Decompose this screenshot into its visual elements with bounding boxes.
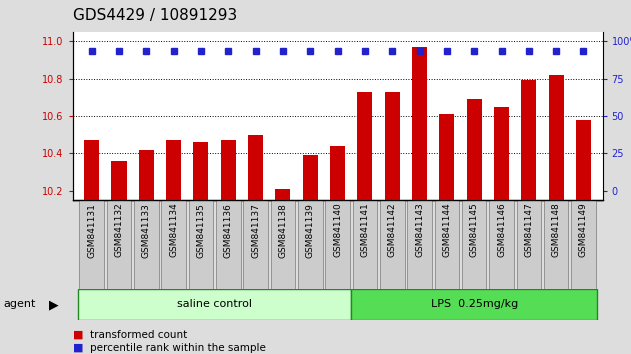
Bar xyxy=(517,200,541,289)
Text: ▶: ▶ xyxy=(49,298,58,311)
Text: GSM841140: GSM841140 xyxy=(333,202,342,257)
Text: saline control: saline control xyxy=(177,299,252,309)
Bar xyxy=(494,107,509,200)
Text: GSM841147: GSM841147 xyxy=(524,202,533,257)
Text: GSM841143: GSM841143 xyxy=(415,202,424,257)
Bar xyxy=(80,200,104,289)
Bar xyxy=(271,200,295,289)
Bar xyxy=(576,120,591,200)
Bar xyxy=(544,200,569,289)
Bar xyxy=(357,92,372,200)
Bar xyxy=(412,47,427,200)
Text: GSM841132: GSM841132 xyxy=(114,202,124,257)
Text: GSM841135: GSM841135 xyxy=(196,202,206,258)
Text: GSM841136: GSM841136 xyxy=(224,202,233,258)
Text: LPS  0.25mg/kg: LPS 0.25mg/kg xyxy=(430,299,518,309)
Bar xyxy=(134,200,158,289)
Bar xyxy=(248,135,263,200)
Bar xyxy=(571,200,596,289)
Bar xyxy=(139,150,154,200)
Bar xyxy=(244,200,268,289)
Text: ■: ■ xyxy=(73,330,83,339)
Text: GSM841144: GSM841144 xyxy=(442,202,451,257)
Bar xyxy=(435,200,459,289)
Text: transformed count: transformed count xyxy=(90,330,187,339)
Text: GSM841148: GSM841148 xyxy=(551,202,561,257)
Text: GSM841142: GSM841142 xyxy=(387,202,397,257)
Bar xyxy=(216,200,240,289)
Bar xyxy=(330,146,345,200)
Text: GDS4429 / 10891293: GDS4429 / 10891293 xyxy=(73,8,237,23)
Text: GSM841138: GSM841138 xyxy=(278,202,288,258)
Bar xyxy=(462,200,487,289)
Bar xyxy=(489,200,514,289)
Bar xyxy=(380,200,404,289)
Bar xyxy=(189,200,213,289)
Bar xyxy=(84,140,99,200)
Bar xyxy=(467,99,481,200)
Bar xyxy=(439,114,454,200)
Bar xyxy=(351,289,597,320)
Text: GSM841141: GSM841141 xyxy=(360,202,369,257)
Bar xyxy=(194,142,208,200)
Text: GSM841146: GSM841146 xyxy=(497,202,506,257)
Text: agent: agent xyxy=(3,299,35,309)
Bar xyxy=(275,189,290,200)
Bar xyxy=(326,200,350,289)
Bar xyxy=(298,200,322,289)
Text: GSM841139: GSM841139 xyxy=(306,202,315,258)
Bar xyxy=(221,140,236,200)
Bar xyxy=(353,200,377,289)
Bar xyxy=(407,200,432,289)
Text: GSM841149: GSM841149 xyxy=(579,202,588,257)
Text: GSM841137: GSM841137 xyxy=(251,202,260,258)
Bar xyxy=(112,161,127,200)
Text: GSM841134: GSM841134 xyxy=(169,202,178,257)
Bar xyxy=(78,289,351,320)
Text: GSM841145: GSM841145 xyxy=(469,202,479,257)
Text: ■: ■ xyxy=(73,343,83,353)
Bar xyxy=(521,80,536,200)
Text: percentile rank within the sample: percentile rank within the sample xyxy=(90,343,266,353)
Bar xyxy=(385,92,400,200)
Bar xyxy=(303,155,318,200)
Bar xyxy=(166,140,181,200)
Text: GSM841133: GSM841133 xyxy=(142,202,151,258)
Bar xyxy=(107,200,131,289)
Text: GSM841131: GSM841131 xyxy=(87,202,96,258)
Bar xyxy=(162,200,186,289)
Bar xyxy=(548,75,563,200)
